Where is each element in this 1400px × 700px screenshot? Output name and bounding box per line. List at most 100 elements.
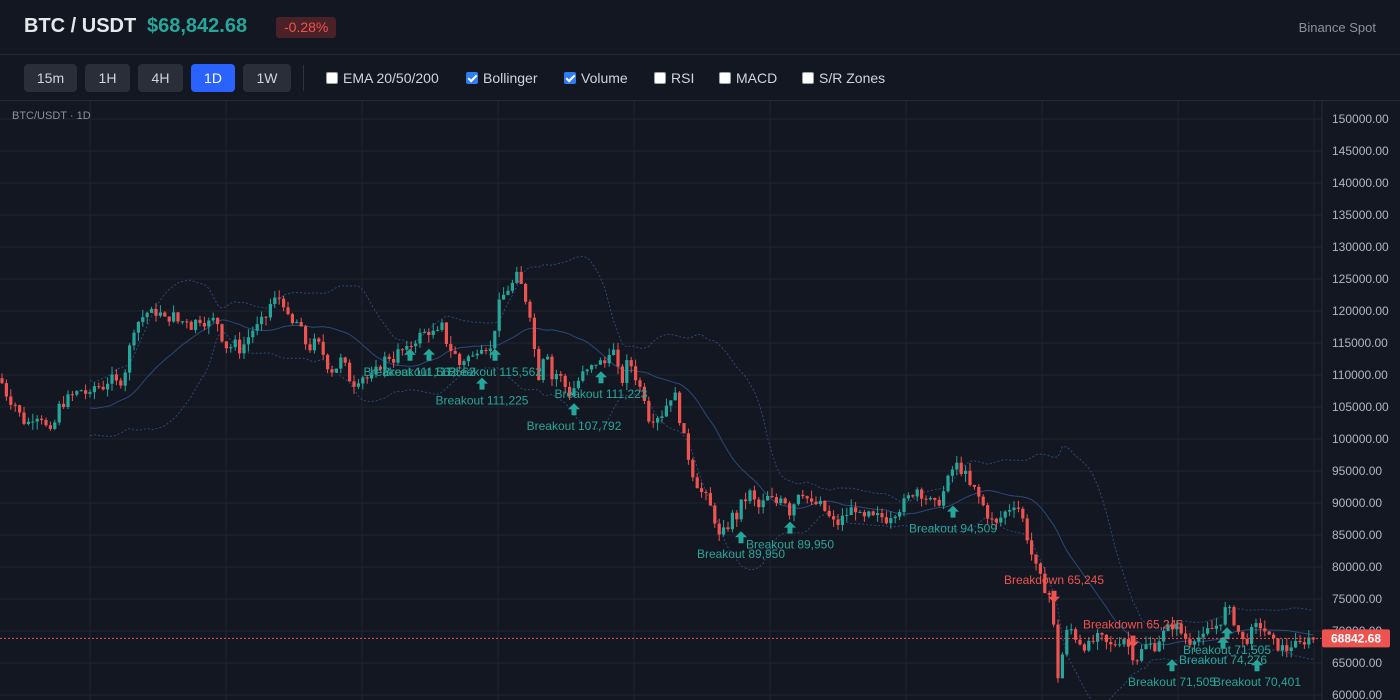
candle-body <box>1082 644 1086 651</box>
candle-body <box>1223 607 1227 625</box>
candle-body <box>123 372 127 386</box>
candle-body <box>1197 637 1201 642</box>
candle-body <box>867 511 871 517</box>
volume-checkbox[interactable] <box>564 72 576 84</box>
candle-body <box>1069 629 1073 631</box>
candle-body <box>994 518 998 523</box>
bollinger-middle-band <box>89 319 1314 646</box>
current-price: $68,842.68 <box>147 15 248 37</box>
candle-body <box>986 505 990 519</box>
candle-body <box>955 462 959 470</box>
candle-body <box>647 400 651 422</box>
candle-body <box>260 316 264 325</box>
candle-body <box>22 412 26 424</box>
toggle-bollinger[interactable]: Bollinger <box>466 70 537 86</box>
candle-body <box>1280 645 1284 651</box>
candle-body <box>97 386 101 388</box>
candle-body <box>1263 628 1267 632</box>
candle-body <box>361 377 365 384</box>
price-tick-label: 100000.00 <box>1332 432 1389 446</box>
candle-body <box>141 317 145 322</box>
sr-zones-label: S/R Zones <box>819 70 886 86</box>
candle-body <box>150 308 154 313</box>
candle-body <box>449 344 453 351</box>
candle-body <box>374 366 378 375</box>
price-tick-label: 95000.00 <box>1332 464 1382 478</box>
candle-body <box>1289 647 1293 652</box>
candle-body <box>13 404 17 406</box>
bollinger-bands <box>89 255 1314 700</box>
candle-body <box>48 425 52 429</box>
signal-label: Breakout 94,509 <box>909 522 997 536</box>
candle-body <box>1047 593 1051 595</box>
candle-body <box>840 515 844 525</box>
toggle-sr-zones[interactable]: S/R Zones <box>802 70 885 86</box>
breakout-arrow-icon <box>423 348 435 361</box>
toggle-rsi[interactable]: RSI <box>654 70 694 86</box>
ema-checkbox[interactable] <box>326 72 338 84</box>
candle-body <box>629 360 633 367</box>
signal-label: Breakout 115,562 <box>448 365 542 379</box>
price-tick-label: 105000.00 <box>1332 400 1389 414</box>
candle-body <box>31 421 35 423</box>
candle-body <box>1131 646 1135 661</box>
candle-body <box>537 349 541 381</box>
candle-body <box>999 517 1003 523</box>
toggle-macd[interactable]: MACD <box>719 70 777 86</box>
toggle-ema[interactable]: EMA 20/50/200 <box>326 70 439 86</box>
candle-body <box>484 349 488 351</box>
chart-grid <box>0 101 1322 700</box>
signal-label: Breakdown 65,245 <box>1004 573 1104 587</box>
candle-body <box>317 338 321 342</box>
candle-body <box>251 330 255 338</box>
signal-label: Breakout 111,562 <box>383 365 476 379</box>
candle-body <box>554 373 558 380</box>
candle-body <box>858 512 862 514</box>
timeframe-1w-button[interactable]: 1W <box>243 64 291 92</box>
signal-label: Breakout 107,792 <box>527 419 622 433</box>
timeframe-15m-button[interactable]: 15m <box>24 64 77 92</box>
candle-body <box>1170 624 1174 630</box>
candle-body <box>1157 641 1161 652</box>
candle-body <box>304 326 308 345</box>
price-tick-label: 150000.00 <box>1332 112 1389 126</box>
candle-body <box>1188 639 1192 645</box>
signal-label: Breakout 111,223 <box>555 387 648 401</box>
candle-body <box>805 496 809 499</box>
candle-body <box>1294 640 1298 648</box>
rsi-checkbox[interactable] <box>654 72 666 84</box>
candle-body <box>972 484 976 487</box>
candle-body <box>480 349 484 354</box>
candle-body <box>568 386 572 397</box>
candle-body <box>167 316 171 322</box>
timeframe-1d-button[interactable]: 1D <box>191 64 235 92</box>
candle-body <box>220 324 224 342</box>
candle-body <box>744 499 748 502</box>
breakout-arrow-icon <box>947 505 959 518</box>
candle-body <box>365 377 369 379</box>
timeframe-1h-button[interactable]: 1H <box>85 64 130 92</box>
candle-body <box>1153 643 1157 652</box>
candle-body <box>893 516 897 519</box>
candle-body <box>202 322 206 327</box>
chart-toolbar: 15m 1H 4H 1D 1W EMA 20/50/200 Bollinger … <box>0 55 1400 101</box>
candle-body <box>1228 607 1232 609</box>
signal-label: Breakout 71,505 <box>1128 675 1216 689</box>
candle-body <box>739 499 743 520</box>
candle-body <box>968 470 972 485</box>
price-axis[interactable]: 150000.00 145000.00 140000.00 135000.00 1300… <box>1321 101 1400 700</box>
candle-body <box>946 475 950 492</box>
candle-body <box>911 495 915 497</box>
candle-body <box>704 492 708 494</box>
candle-body <box>642 386 646 401</box>
candle-body <box>638 380 642 387</box>
candle-body <box>84 390 88 394</box>
candle-body <box>862 512 866 517</box>
bollinger-checkbox[interactable] <box>466 72 478 84</box>
candle-body <box>880 513 884 518</box>
macd-checkbox[interactable] <box>719 72 731 84</box>
sr-zones-checkbox[interactable] <box>802 72 814 84</box>
timeframe-4h-button[interactable]: 4H <box>138 64 183 92</box>
toggle-volume[interactable]: Volume <box>564 70 628 86</box>
